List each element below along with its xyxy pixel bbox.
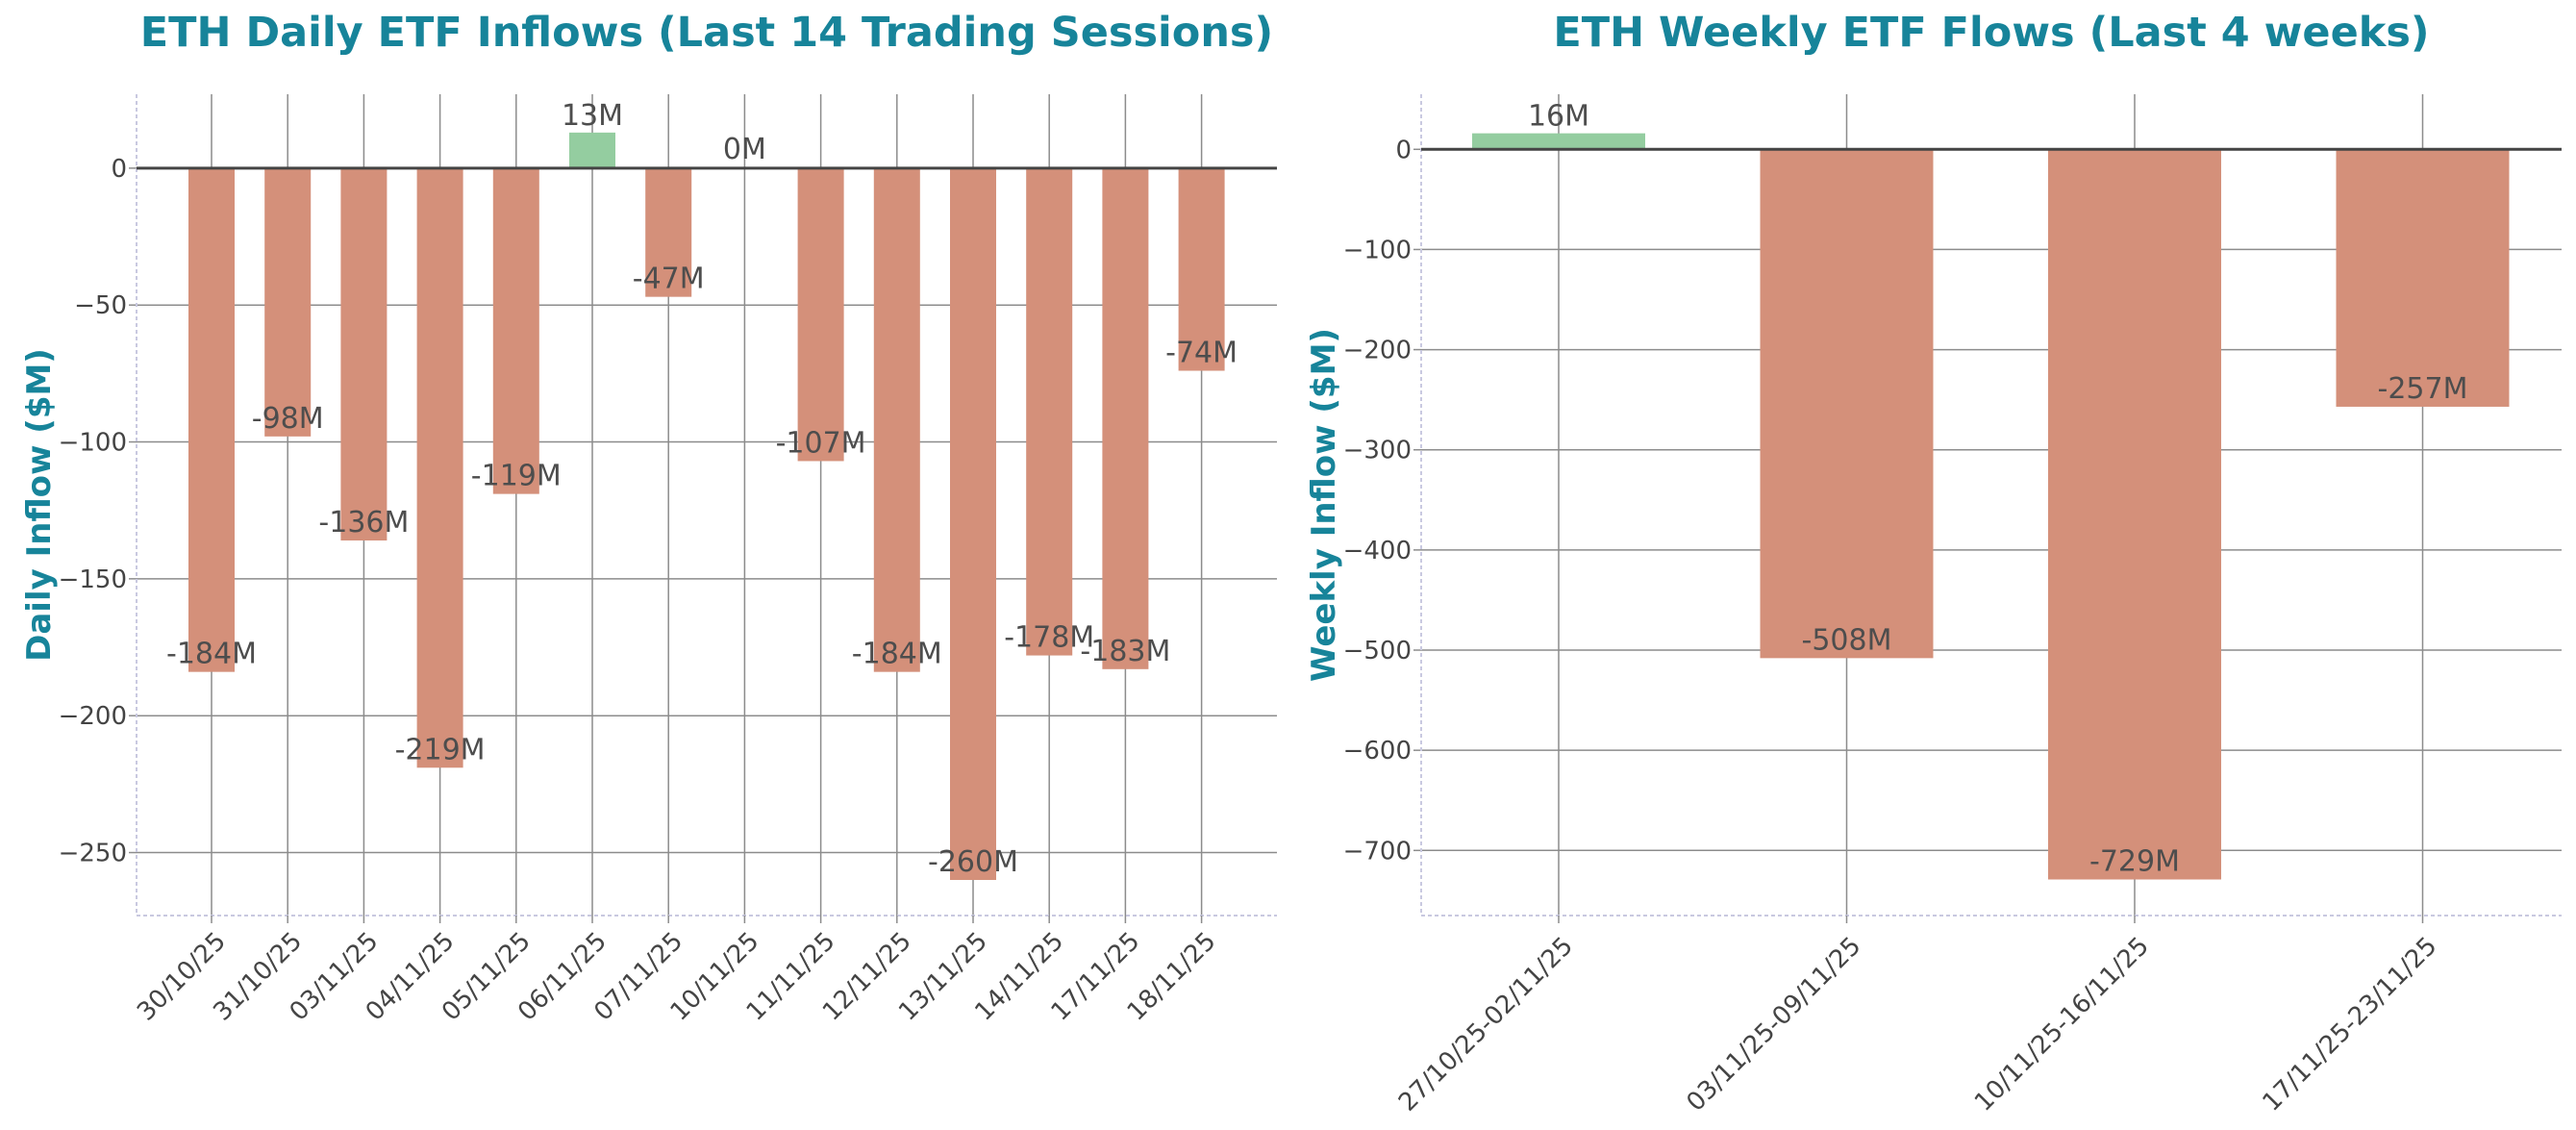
daily-bar-value-label: -260M: [928, 845, 1018, 879]
weekly-y-tick-label: −600: [1343, 737, 1412, 766]
daily-bar-12-11-25: [873, 167, 920, 672]
daily-bar-value-label: -183M: [1080, 635, 1170, 668]
daily-y-tick-label: −50: [74, 291, 127, 320]
weekly-bar-value-label: -257M: [2378, 372, 2468, 406]
daily-bar-11-11-25: [797, 167, 844, 462]
weekly-bar-03-11-25-09-11-25: [1760, 149, 1934, 659]
weekly-chart-title: ETH Weekly ETF Flows (Last 4 weeks): [1553, 9, 2429, 57]
weekly-y-tick-label: 0: [1395, 136, 1412, 164]
daily-y-tick-label: −200: [59, 702, 127, 731]
weekly-y-tick-label: −100: [1343, 236, 1412, 264]
daily-bar-05-11-25: [492, 167, 539, 494]
weekly-bar-27-10-25-02-11-25: [1472, 133, 1645, 150]
weekly-bar-17-11-25-23-11-25: [2336, 149, 2510, 407]
weekly-x-tick-label: 10/11/25-16/11/25: [1969, 932, 2155, 1117]
daily-bar-13-11-25: [950, 167, 996, 880]
daily-bar-value-label: -74M: [1165, 337, 1238, 370]
daily-bar-18-11-25: [1178, 167, 1225, 371]
daily-bar-value-label: -184M: [166, 638, 257, 671]
daily-chart-title: ETH Daily ETF Inflows (Last 14 Trading S…: [140, 9, 1273, 57]
daily-y-tick-label: −100: [59, 429, 127, 458]
daily-bar-value-label: -178M: [1004, 621, 1094, 655]
daily-bar-value-label: -47M: [633, 263, 705, 296]
daily-y-axis-label: Daily Inflow ($M): [20, 348, 59, 662]
daily-bar-03-11-25: [340, 167, 388, 541]
daily-bar-06-11-25: [569, 132, 615, 168]
daily-bar-value-label: -136M: [318, 506, 409, 540]
weekly-y-tick-label: −400: [1343, 537, 1412, 565]
daily-y-tick-label: −150: [59, 565, 127, 594]
weekly-y-tick-label: −500: [1343, 637, 1412, 665]
weekly-x-tick-label: 17/11/25-23/11/25: [2257, 932, 2442, 1117]
weekly-x-tick-label: 03/11/25-09/11/25: [1681, 932, 1866, 1117]
weekly-y-tick-label: −300: [1343, 437, 1412, 465]
daily-bar-04-11-25: [416, 167, 463, 768]
daily-bar-value-label: 0M: [723, 133, 766, 166]
daily-inflows-chart: ETH Daily ETF Inflows (Last 14 Trading S…: [20, 9, 1277, 1027]
weekly-x-tick-label: 27/10/25-02/11/25: [1393, 932, 1579, 1117]
daily-bar-value-label: -119M: [471, 460, 562, 493]
daily-bar-30-10-25: [188, 167, 235, 672]
daily-bar-31-10-25: [264, 167, 312, 437]
daily-bar-14-11-25: [1026, 167, 1073, 656]
daily-bar-value-label: -184M: [852, 638, 942, 671]
daily-y-tick-label: 0: [111, 155, 127, 184]
weekly-y-tick-label: −200: [1343, 337, 1412, 365]
weekly-bar-value-label: -729M: [2089, 845, 2180, 879]
weekly-bar-value-label: -508M: [1802, 623, 1892, 657]
weekly-flows-chart: ETH Weekly ETF Flows (Last 4 weeks) Weekl…: [1305, 9, 2562, 1117]
weekly-y-tick-label: −700: [1343, 837, 1412, 866]
daily-bar-value-label: 13M: [562, 99, 623, 133]
daily-bar-value-label: -98M: [252, 402, 324, 436]
weekly-bar-value-label: 16M: [1528, 100, 1589, 134]
daily-bar-07-11-25: [645, 167, 692, 297]
weekly-bar-10-11-25-16-11-25: [2048, 149, 2221, 880]
daily-bar-value-label: -107M: [776, 426, 866, 460]
weekly-y-axis-label: Weekly Inflow ($M): [1305, 328, 1343, 682]
daily-y-tick-label: −250: [59, 840, 127, 868]
daily-bar-value-label: -219M: [395, 733, 486, 766]
daily-bar-17-11-25: [1102, 167, 1149, 669]
